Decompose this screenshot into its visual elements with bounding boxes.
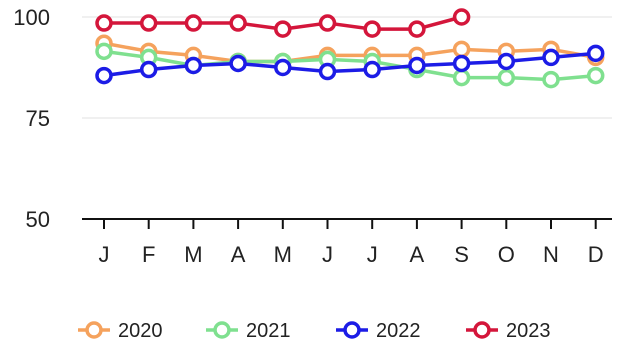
legend-item-2020[interactable]: 2020 bbox=[78, 320, 163, 342]
data-point[interactable] bbox=[95, 42, 113, 61]
data-point[interactable] bbox=[318, 62, 337, 81]
legend: 2020 2021 2022 2023 bbox=[78, 320, 551, 342]
data-point[interactable] bbox=[184, 14, 203, 32]
x-tick-label: M bbox=[274, 242, 292, 267]
series-2022 bbox=[95, 44, 605, 85]
data-point[interactable] bbox=[497, 68, 516, 87]
data-point[interactable] bbox=[318, 14, 337, 32]
data-point[interactable] bbox=[542, 70, 560, 89]
y-tick-label: 75 bbox=[26, 106, 50, 131]
y-tick-label: 50 bbox=[26, 207, 50, 232]
data-point[interactable] bbox=[229, 14, 247, 32]
data-point[interactable] bbox=[229, 54, 247, 73]
data-point[interactable] bbox=[408, 56, 426, 75]
legend-label: 2023 bbox=[506, 320, 551, 342]
data-point[interactable] bbox=[452, 40, 471, 59]
data-point[interactable] bbox=[586, 66, 605, 85]
legend-item-2023[interactable]: 2023 bbox=[466, 320, 551, 342]
data-point[interactable] bbox=[452, 68, 471, 87]
legend-label: 2020 bbox=[118, 320, 163, 342]
data-point[interactable] bbox=[408, 20, 426, 38]
x-tick-label: J bbox=[99, 242, 110, 267]
x-tick-label: J bbox=[322, 242, 333, 267]
data-point[interactable] bbox=[497, 52, 516, 71]
legend-label: 2022 bbox=[376, 320, 421, 342]
data-point[interactable] bbox=[274, 58, 292, 77]
legend-item-2022[interactable]: 2022 bbox=[336, 320, 421, 342]
x-tick-label: A bbox=[231, 242, 246, 267]
data-point[interactable] bbox=[542, 48, 560, 67]
grid-lines bbox=[82, 16, 612, 119]
x-tick-label: N bbox=[543, 242, 559, 267]
data-point[interactable] bbox=[95, 66, 113, 85]
series-2023 bbox=[95, 8, 471, 38]
legend-swatch-marker bbox=[85, 321, 103, 339]
legend-label: 2021 bbox=[246, 320, 291, 342]
y-axis-labels: 50 75 100 bbox=[13, 5, 50, 232]
x-tick-label: F bbox=[142, 242, 155, 267]
legend-swatch-marker bbox=[213, 321, 231, 339]
x-tick-label: M bbox=[184, 242, 202, 267]
legend-swatch-marker bbox=[343, 321, 361, 339]
series-group bbox=[95, 8, 605, 89]
data-point[interactable] bbox=[274, 20, 292, 38]
y-tick-label: 100 bbox=[13, 5, 50, 30]
data-point[interactable] bbox=[184, 56, 203, 75]
data-point[interactable] bbox=[452, 54, 471, 73]
data-point[interactable] bbox=[586, 44, 605, 63]
legend-swatch-marker bbox=[473, 321, 491, 339]
data-point[interactable] bbox=[95, 14, 113, 32]
data-point[interactable] bbox=[363, 60, 381, 79]
x-tick-label: A bbox=[410, 242, 425, 267]
x-tick-label: O bbox=[498, 242, 515, 267]
data-point[interactable] bbox=[363, 20, 381, 38]
data-point[interactable] bbox=[452, 8, 471, 26]
data-point[interactable] bbox=[139, 14, 158, 32]
series-2020 bbox=[95, 34, 605, 71]
x-tick-label: D bbox=[588, 242, 604, 267]
data-point[interactable] bbox=[139, 60, 158, 79]
x-tick-label: S bbox=[454, 242, 469, 267]
legend-item-2021[interactable]: 2021 bbox=[206, 320, 291, 342]
x-tick-label: J bbox=[367, 242, 378, 267]
